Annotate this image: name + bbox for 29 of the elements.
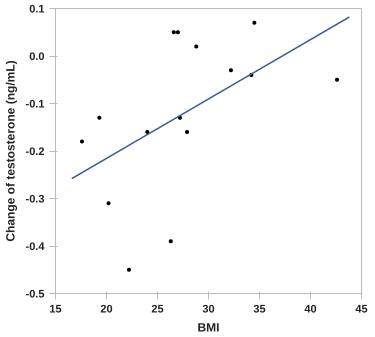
x-tick-label: 15 bbox=[49, 304, 62, 316]
point bbox=[172, 30, 176, 34]
point bbox=[80, 140, 84, 144]
point bbox=[335, 78, 340, 82]
y-tick-label: -0.5 bbox=[26, 288, 45, 300]
point bbox=[228, 68, 233, 72]
y-tick-label: -0.4 bbox=[26, 241, 46, 253]
point bbox=[145, 130, 150, 134]
x-tick-label: 45 bbox=[355, 304, 368, 316]
y-axis-title: Change of testosterone (ng/mL) bbox=[4, 60, 18, 242]
y-tick-label: -0.1 bbox=[26, 98, 45, 110]
x-axis-title: BMI bbox=[198, 320, 220, 334]
x-tick-label: 20 bbox=[100, 304, 113, 316]
point bbox=[126, 268, 131, 272]
point bbox=[252, 20, 256, 25]
y-tick-label: 0.0 bbox=[29, 51, 45, 63]
point bbox=[168, 239, 173, 244]
x-tick-label: 30 bbox=[202, 304, 215, 316]
y-tick-label: 0.1 bbox=[29, 4, 45, 16]
point bbox=[185, 130, 190, 134]
x-tick-label: 40 bbox=[304, 304, 317, 316]
point bbox=[176, 30, 180, 34]
y-tick-label: -0.2 bbox=[26, 146, 45, 158]
x-tick-label: 35 bbox=[253, 304, 266, 316]
y-tick-label: -0.3 bbox=[26, 194, 45, 206]
x-tick-label: 25 bbox=[151, 304, 164, 316]
point bbox=[97, 116, 102, 120]
point bbox=[194, 44, 198, 48]
point bbox=[106, 201, 111, 206]
